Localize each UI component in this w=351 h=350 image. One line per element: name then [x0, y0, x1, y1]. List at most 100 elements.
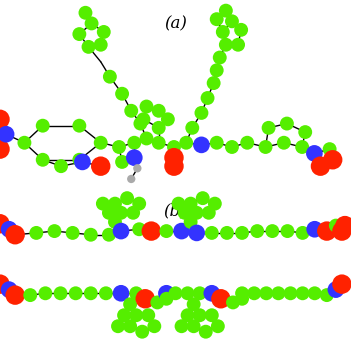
Point	[214, 68, 219, 73]
Point	[86, 44, 91, 50]
Point	[139, 329, 145, 335]
Point	[217, 55, 223, 60]
Point	[342, 223, 348, 229]
Point	[229, 144, 235, 150]
Point	[27, 292, 33, 298]
Point	[263, 144, 269, 150]
Point	[199, 110, 204, 116]
Point	[12, 292, 18, 298]
Point	[22, 140, 27, 146]
Point	[339, 228, 345, 234]
Point	[141, 117, 146, 122]
Point	[173, 290, 178, 296]
Point	[223, 8, 229, 13]
Point	[130, 210, 136, 216]
Point	[132, 140, 137, 146]
Point	[98, 140, 104, 146]
Point	[58, 290, 63, 296]
Point	[235, 42, 241, 48]
Point	[156, 140, 161, 146]
Point	[171, 155, 177, 160]
Point	[154, 300, 160, 305]
Point	[103, 290, 109, 296]
Point	[303, 129, 308, 135]
Point	[205, 95, 210, 101]
Point	[164, 228, 169, 234]
Point	[182, 210, 187, 216]
Point	[89, 21, 94, 26]
Point	[132, 155, 137, 160]
Point	[119, 91, 125, 97]
Point	[324, 292, 330, 298]
Point	[77, 31, 82, 37]
Point	[128, 176, 134, 182]
Point	[165, 117, 171, 122]
Point	[276, 290, 281, 296]
Point	[6, 226, 12, 232]
Point	[12, 232, 18, 238]
Point	[214, 140, 219, 146]
Point	[164, 296, 169, 302]
Point	[128, 108, 134, 114]
Point	[88, 232, 94, 238]
Point	[121, 313, 127, 318]
Point	[100, 201, 106, 206]
Point	[118, 228, 124, 234]
Point	[206, 210, 212, 216]
Point	[3, 131, 9, 137]
Point	[197, 313, 203, 318]
Point	[118, 290, 124, 296]
Point	[191, 301, 197, 307]
Point	[42, 290, 48, 296]
Point	[214, 16, 219, 22]
Point	[106, 232, 112, 238]
Point	[239, 230, 245, 236]
Point	[119, 159, 125, 165]
Point	[188, 201, 193, 206]
Point	[134, 166, 140, 171]
Point	[223, 42, 229, 48]
Point	[40, 157, 46, 163]
Point	[209, 313, 214, 318]
Point	[266, 125, 271, 131]
Point	[124, 195, 130, 201]
Point	[211, 80, 217, 86]
Point	[318, 163, 323, 169]
Point	[145, 313, 151, 318]
Point	[224, 230, 230, 236]
Point	[148, 228, 154, 234]
Point	[171, 163, 177, 169]
Text: (b): (b)	[164, 202, 187, 219]
Point	[144, 104, 149, 109]
Point	[70, 230, 75, 236]
Point	[127, 301, 133, 307]
Point	[107, 74, 113, 79]
Point	[6, 287, 12, 293]
Point	[300, 230, 305, 236]
Text: (a): (a)	[164, 16, 187, 33]
Point	[0, 146, 3, 152]
Point	[330, 157, 336, 163]
Point	[288, 290, 293, 296]
Point	[339, 281, 345, 287]
Point	[200, 195, 206, 201]
Point	[143, 296, 148, 302]
Point	[176, 201, 181, 206]
Point	[33, 230, 39, 236]
Point	[80, 159, 85, 165]
Point	[188, 219, 193, 225]
Point	[209, 230, 214, 236]
Point	[112, 201, 118, 206]
Point	[220, 29, 226, 35]
Point	[137, 201, 142, 206]
Point	[238, 27, 244, 33]
Point	[118, 210, 124, 216]
Point	[312, 290, 318, 296]
Point	[203, 329, 208, 335]
Point	[230, 300, 236, 305]
Point	[194, 230, 199, 236]
Point	[218, 296, 224, 302]
Point	[77, 157, 82, 163]
Point	[156, 125, 161, 131]
Point	[73, 290, 79, 296]
